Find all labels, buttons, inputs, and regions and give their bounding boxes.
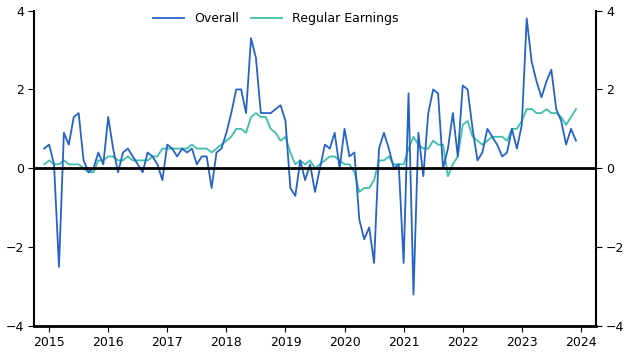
Regular Earnings bbox=[80, 166, 88, 170]
Regular Earnings bbox=[572, 107, 580, 111]
Overall bbox=[80, 158, 88, 163]
Regular Earnings bbox=[355, 190, 363, 194]
Overall bbox=[390, 166, 398, 170]
Overall bbox=[326, 147, 333, 151]
Regular Earnings bbox=[523, 107, 530, 111]
Regular Earnings bbox=[40, 162, 48, 166]
Overall bbox=[188, 147, 196, 151]
Overall bbox=[523, 16, 530, 21]
Overall bbox=[40, 147, 48, 151]
Overall bbox=[331, 131, 338, 135]
Regular Earnings bbox=[218, 142, 226, 147]
Legend: Overall, Regular Earnings: Overall, Regular Earnings bbox=[147, 7, 404, 30]
Regular Earnings bbox=[326, 154, 333, 159]
Line: Regular Earnings: Regular Earnings bbox=[44, 109, 576, 192]
Overall bbox=[572, 138, 580, 143]
Regular Earnings bbox=[331, 154, 338, 159]
Line: Overall: Overall bbox=[44, 18, 576, 295]
Overall bbox=[410, 293, 417, 297]
Regular Earnings bbox=[188, 142, 196, 147]
Overall bbox=[218, 147, 226, 151]
Regular Earnings bbox=[395, 162, 403, 166]
